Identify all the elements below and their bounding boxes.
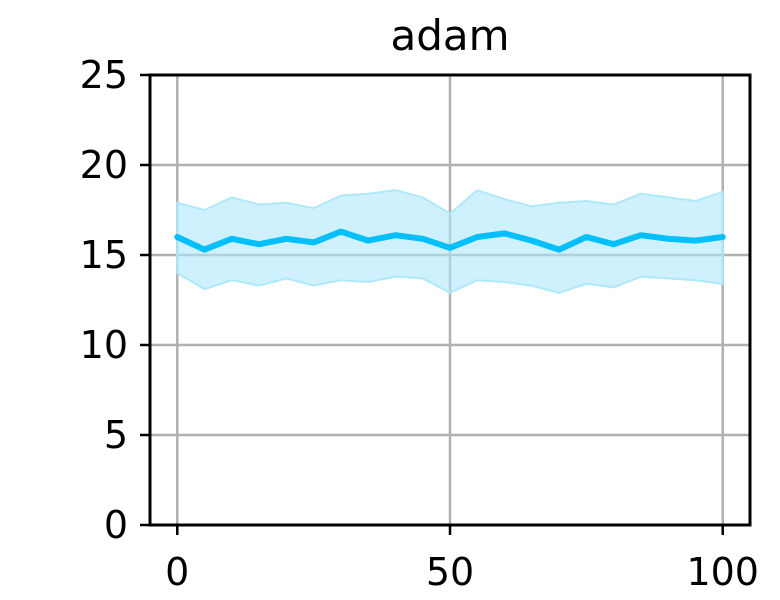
y-tick-label: 25: [80, 53, 128, 97]
y-tick-label: 15: [80, 233, 128, 277]
y-tick-label: 5: [104, 413, 128, 457]
ticks: 0 50 100 0 5 10 15 20 25: [80, 53, 759, 594]
x-tick-label: 0: [165, 550, 189, 594]
std-band: [176, 189, 724, 294]
x-tick-label: 100: [686, 550, 759, 594]
band-layer: [176, 189, 724, 294]
x-tick-label: 50: [426, 550, 474, 594]
mean-line: [174, 228, 726, 253]
y-tick-label: 10: [80, 323, 128, 367]
chart-title: adam: [390, 11, 509, 60]
y-tick-label: 0: [104, 503, 128, 547]
line-layer: [174, 228, 726, 253]
grid: [150, 73, 750, 527]
y-tick-label: 20: [80, 143, 128, 187]
